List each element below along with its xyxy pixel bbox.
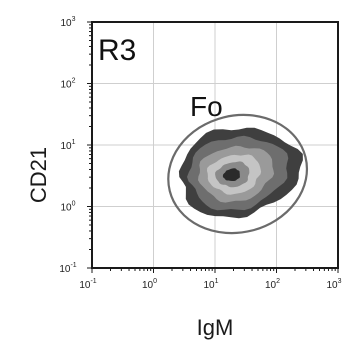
y-tick-label: 102: [60, 78, 75, 91]
x-tick-label: 100: [142, 278, 157, 291]
x-tick-label: 10-1: [79, 278, 96, 291]
x-tick-label: 102: [265, 278, 280, 291]
x-axis-ticks: 10-1 100 101 102 103: [79, 268, 342, 291]
x-tick-label: 103: [326, 278, 341, 291]
contour-level-6: [222, 168, 240, 181]
x-axis-title: IgM: [197, 315, 234, 340]
y-tick-label: 101: [60, 139, 75, 152]
y-tick-label: 10-1: [59, 262, 76, 275]
y-tick-label: 103: [60, 16, 75, 29]
y-tick-label: 100: [60, 201, 75, 214]
population-label: Fo: [190, 91, 223, 122]
cell-population-contours: [178, 127, 303, 219]
y-axis-title: CD21: [26, 147, 51, 203]
x-tick-label: 101: [203, 278, 218, 291]
gate-label: R3: [98, 34, 136, 67]
gate-ellipse: [167, 113, 309, 235]
y-axis-ticks: 10-1 100 101 102 103: [59, 16, 92, 275]
gate-ellipse-layer: [167, 113, 309, 235]
